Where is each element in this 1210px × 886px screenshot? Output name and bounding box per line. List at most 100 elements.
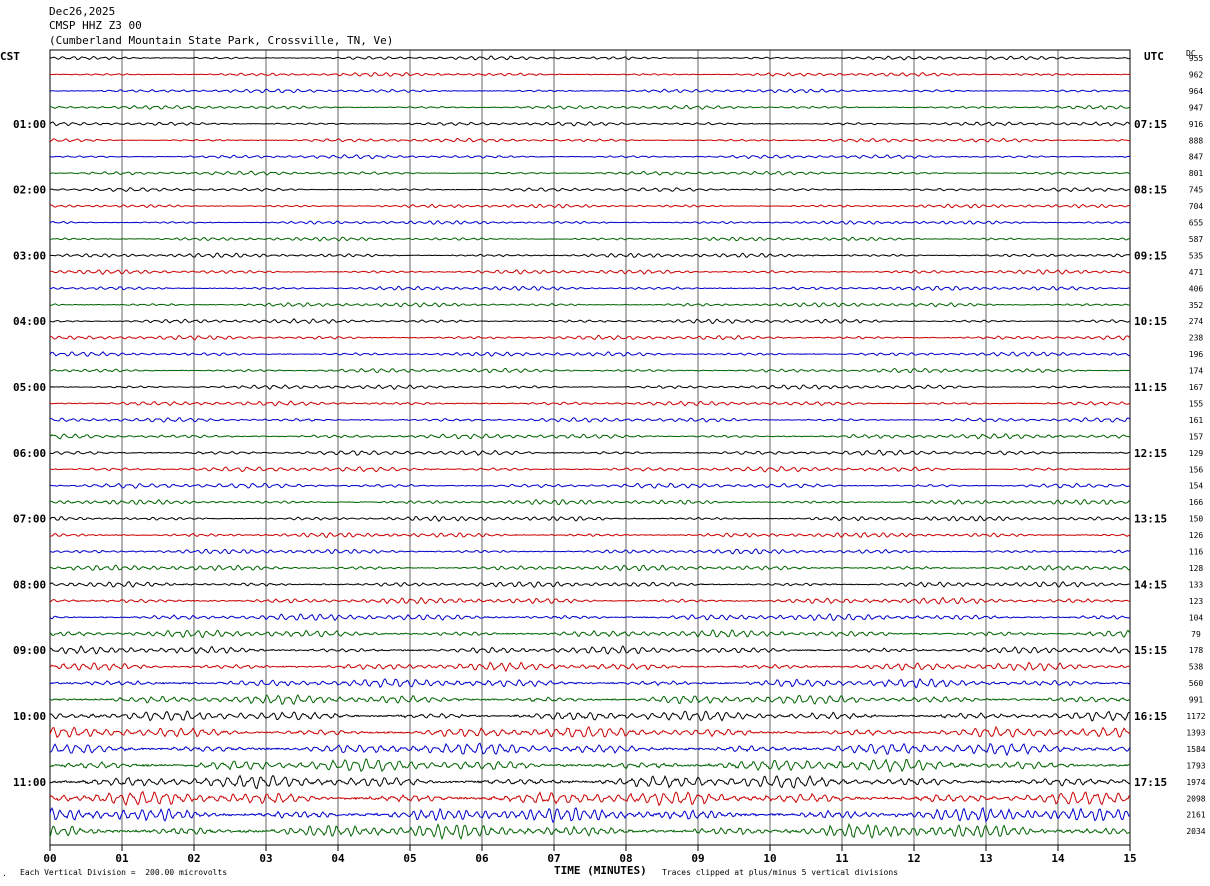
x-tick-label: 13 (979, 852, 992, 865)
x-tick-label: 09 (691, 852, 704, 865)
x-tick-label: 06 (475, 852, 489, 865)
dc-offset-value: 352 (1189, 301, 1204, 310)
left-timezone-label: CST (0, 50, 20, 63)
seismic-trace (49, 774, 1131, 790)
dc-offset-value: 916 (1189, 120, 1204, 129)
dc-offset-value: 801 (1189, 169, 1204, 178)
plot-date: Dec26,2025 (49, 5, 116, 18)
seismic-trace (49, 758, 1131, 773)
right-hour-label: 17:15 (1134, 776, 1167, 789)
dc-offset-value: 587 (1189, 235, 1204, 244)
dc-offset-value: 1172 (1186, 712, 1205, 721)
dc-offset-value: 154 (1189, 482, 1204, 491)
dc-offset-value: 161 (1189, 416, 1204, 425)
seismic-trace (49, 186, 1131, 193)
dc-offset-value: 2034 (1186, 827, 1205, 836)
dc-offset-value: 655 (1189, 219, 1204, 228)
x-tick-label: 05 (403, 852, 416, 865)
dc-offset-value: 104 (1189, 613, 1204, 622)
seismic-trace (49, 742, 1131, 757)
seismic-trace (49, 367, 1131, 374)
seismic-trace (49, 822, 1131, 841)
seismic-trace (49, 515, 1131, 522)
dc-offset-value: 123 (1189, 597, 1204, 606)
dc-offset-value: 238 (1189, 334, 1204, 343)
seismic-trace (49, 678, 1131, 689)
seismic-traces (49, 55, 1131, 841)
dc-offset-value: 538 (1189, 663, 1204, 672)
right-hour-label: 14:15 (1134, 578, 1167, 591)
seismic-trace (49, 694, 1131, 705)
seismic-trace (49, 137, 1131, 143)
dc-offset-value: 150 (1189, 515, 1204, 524)
seismic-trace (49, 790, 1131, 807)
right-timezone-label: UTC (1144, 50, 1164, 63)
plot-frame (49, 49, 1131, 846)
dc-offset-value: 167 (1189, 383, 1204, 392)
seismic-trace (49, 318, 1131, 325)
seismic-trace (49, 121, 1131, 127)
seismic-trace (49, 581, 1131, 588)
dc-offset-value: 535 (1189, 251, 1204, 260)
station-location: (Cumberland Mountain State Park, Crossvi… (49, 34, 394, 47)
dc-offset-value: 126 (1189, 531, 1204, 540)
seismic-trace (49, 334, 1131, 341)
x-tick-label: 03 (259, 852, 272, 865)
seismic-trace (49, 220, 1131, 225)
dc-offset-value: 955 (1189, 54, 1204, 63)
left-hour-label: 03:00 (13, 249, 46, 262)
dc-offset-value: 847 (1189, 153, 1204, 162)
dc-offset-value: 174 (1189, 367, 1204, 376)
x-tick-label: 08 (619, 852, 632, 865)
left-hour-label: 10:00 (13, 710, 46, 723)
right-hour-label: 08:15 (1134, 184, 1167, 197)
right-hour-label: 07:15 (1134, 118, 1167, 131)
dc-offset-value: 1393 (1186, 728, 1205, 737)
x-tick-label: 04 (331, 852, 345, 865)
clip-note: Traces clipped at plus/minus 5 vertical … (662, 868, 899, 877)
dc-offset-value: 2161 (1186, 811, 1205, 820)
left-hour-label: 01:00 (13, 118, 46, 131)
dc-offset-value: 178 (1189, 646, 1204, 655)
x-tick-label: 01 (115, 852, 129, 865)
dc-offset-value: 704 (1189, 202, 1204, 211)
dc-offset-value: 157 (1189, 432, 1204, 441)
seismic-trace (49, 88, 1131, 94)
seismic-trace (49, 710, 1131, 722)
dc-offset-value: 133 (1189, 580, 1204, 589)
station-id: CMSP HHZ Z3 00 (49, 19, 142, 32)
x-tick-label: 14 (1051, 852, 1065, 865)
right-hour-label: 16:15 (1134, 710, 1167, 723)
dc-offset-value: 560 (1189, 679, 1204, 688)
seismic-trace (49, 417, 1131, 423)
seismic-trace (49, 564, 1131, 572)
dc-offset-value: 991 (1189, 696, 1204, 705)
dc-offset-value: 1974 (1186, 778, 1205, 787)
x-tick-label: 10 (763, 852, 776, 865)
seismic-trace (49, 482, 1131, 489)
seismic-trace (49, 55, 1131, 61)
dc-offset-value: 155 (1189, 399, 1204, 408)
seismic-trace (49, 645, 1131, 655)
x-tick-label: 15 (1123, 852, 1136, 865)
dc-offset-value: 2098 (1186, 794, 1205, 803)
seismic-trace (49, 725, 1131, 738)
seismic-trace (49, 154, 1131, 160)
dc-offset-value: 471 (1189, 268, 1204, 277)
dc-offset-value: 406 (1189, 284, 1204, 293)
dc-offset-value: 745 (1189, 186, 1204, 195)
dc-offset-value: 964 (1189, 87, 1204, 96)
seismic-trace (49, 203, 1130, 209)
right-hour-label: 12:15 (1134, 447, 1167, 460)
seismic-trace (49, 613, 1131, 622)
seismic-trace (49, 806, 1131, 824)
seismic-trace (49, 596, 1131, 605)
seismic-trace (49, 548, 1131, 555)
seismic-trace (49, 285, 1131, 291)
left-hour-label: 04:00 (13, 315, 46, 328)
left-hour-label: 09:00 (13, 644, 46, 657)
dc-offset-value: 166 (1189, 498, 1204, 507)
seismic-trace (49, 531, 1131, 538)
x-tick-label: 00 (43, 852, 56, 865)
dc-offset-value: 962 (1189, 70, 1204, 79)
